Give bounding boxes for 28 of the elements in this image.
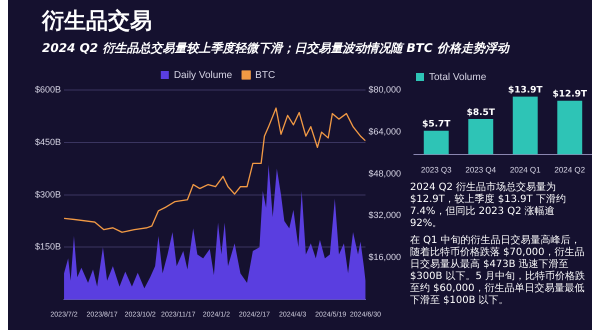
bar [557, 100, 582, 154]
data-label: $13.9T [508, 85, 544, 96]
chart-title: 衍生品交易 [42, 8, 152, 36]
bar [512, 96, 538, 154]
chart-subtitle: 2024 Q2 衍生品总交易量较上季度轻微下滑；日交易量波动情况随 BTC 价格走势浮动 [42, 40, 509, 57]
y-tick-label: $150B [34, 242, 62, 252]
bar [424, 130, 449, 154]
y-tick-label: $600B [34, 84, 62, 94]
legend-label: Daily Volume [174, 70, 233, 81]
x-tick-label: 2024 Q1 [510, 165, 542, 174]
y2-tick-label: $80,000 [368, 84, 402, 94]
y2-tick-label: $32,000 [368, 210, 402, 220]
text: 2024 Q2 衍生品市场总交易量为 $12.9T，较上季度 $13.9T 下滑约 7.4%，但同比 2023 Q2 涨幅逾 92%。 [410, 182, 567, 230]
data-label: $5.7T [422, 120, 452, 130]
bar [468, 119, 494, 154]
y2-tick-label: $48,000 [368, 168, 402, 178]
legend-label: Total Volume [429, 72, 487, 83]
x-tick-label: 2024 Q2 [554, 165, 586, 174]
y2-tick-label: $64,000 [368, 126, 402, 136]
data-label: $12.9T [552, 90, 588, 100]
legend-label: BTC [255, 70, 276, 81]
data-label: $8.5T [466, 108, 496, 118]
y-tick-label: $450B [34, 136, 62, 147]
y2-tick-label: $16,000 [368, 252, 402, 262]
x-tick-label: 2023 Q3 [420, 165, 452, 174]
x-tick-label: 2023 Q4 [465, 165, 497, 174]
y-tick-label: $300B [34, 189, 62, 200]
text: 在 Q1 中旬的衍生品日交易量高峰后，随着比特币价格跌落 $70,000，衍生品日交易量从最高 $473B 迅速下滑至 $300B 以下。5 月中旬，比特币价格跌至约 $60,000，衍生品单日交易量最低下滑至 $100B 以下。 [410, 235, 586, 307]
